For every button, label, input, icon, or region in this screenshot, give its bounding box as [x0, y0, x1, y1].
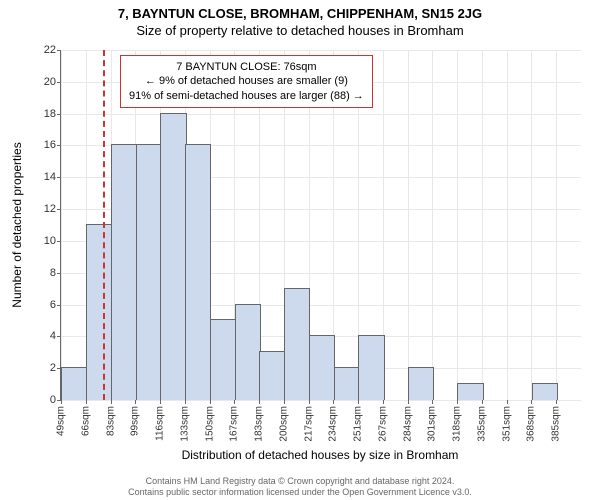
reference-line: [103, 50, 105, 400]
annotation-line-3: 91% of semi-detached houses are larger (…: [129, 89, 364, 103]
histogram-bar: [210, 319, 236, 400]
xtick-label: 133sqm: [179, 406, 190, 442]
gridline-v: [507, 50, 508, 400]
xtick-label: 99sqm: [130, 406, 141, 436]
xtick-mark: [160, 400, 161, 404]
xtick-label: 150sqm: [204, 406, 215, 442]
ytick-label: 20: [40, 76, 56, 88]
footer-text: Contains HM Land Registry data © Crown c…: [0, 476, 600, 498]
gridline-v: [556, 50, 557, 400]
y-axis-label: Number of detached properties: [10, 50, 24, 400]
histogram-bar: [457, 383, 483, 400]
xtick-mark: [358, 400, 359, 404]
ytick-label: 12: [40, 203, 56, 215]
chart-title: 7, BAYNTUN CLOSE, BROMHAM, CHIPPENHAM, S…: [0, 0, 600, 21]
xtick-label: 351sqm: [501, 406, 512, 442]
annotation-box: 7 BAYNTUN CLOSE: 76sqm← 9% of detached h…: [120, 55, 373, 108]
xtick-label: 116sqm: [155, 406, 166, 441]
xtick-mark: [507, 400, 508, 404]
histogram-bar: [111, 144, 137, 400]
xtick-mark: [210, 400, 211, 404]
xtick-label: 335sqm: [476, 406, 487, 442]
gridline-v: [432, 50, 433, 400]
xtick-label: 301sqm: [427, 406, 438, 442]
histogram-bar: [86, 224, 112, 400]
gridline-v: [408, 50, 409, 400]
ytick-label: 8: [40, 267, 56, 279]
histogram-bar: [235, 304, 261, 400]
annotation-line-1: 7 BAYNTUN CLOSE: 76sqm: [129, 60, 364, 74]
histogram-bar: [532, 383, 558, 400]
xtick-label: 200sqm: [278, 406, 289, 442]
xtick-label: 83sqm: [105, 406, 116, 436]
ytick-label: 2: [40, 362, 56, 374]
footer-line-1: Contains HM Land Registry data © Crown c…: [0, 476, 600, 487]
gridline-v: [531, 50, 532, 400]
histogram-bar: [358, 335, 384, 400]
xtick-label: 267sqm: [377, 406, 388, 442]
xtick-mark: [531, 400, 532, 404]
xtick-label: 167sqm: [229, 406, 240, 442]
histogram-bar: [259, 351, 285, 400]
xtick-label: 284sqm: [402, 406, 413, 442]
gridline-v: [457, 50, 458, 400]
chart-subtitle: Size of property relative to detached ho…: [0, 21, 600, 38]
gridline-h: [61, 50, 581, 51]
xtick-label: 217sqm: [303, 406, 314, 442]
ytick-label: 0: [40, 394, 56, 406]
xtick-label: 368sqm: [526, 406, 537, 442]
xtick-mark: [284, 400, 285, 404]
xtick-mark: [383, 400, 384, 404]
histogram-bar: [309, 335, 335, 400]
xtick-mark: [135, 400, 136, 404]
histogram-bar: [284, 288, 310, 400]
xtick-mark: [61, 400, 62, 404]
xtick-mark: [556, 400, 557, 404]
xtick-mark: [309, 400, 310, 404]
annotation-line-2: ← 9% of detached houses are smaller (9): [129, 74, 364, 88]
histogram-bar: [334, 367, 360, 400]
xtick-mark: [482, 400, 483, 404]
xtick-mark: [333, 400, 334, 404]
ytick-label: 16: [40, 139, 56, 151]
xtick-label: 318sqm: [452, 406, 463, 442]
gridline-h: [61, 114, 581, 115]
histogram-bar: [136, 144, 162, 400]
ytick-label: 6: [40, 299, 56, 311]
xtick-label: 183sqm: [254, 406, 265, 442]
gridline-v: [61, 50, 62, 400]
histogram-bar: [408, 367, 434, 400]
xtick-mark: [111, 400, 112, 404]
gridline-v: [482, 50, 483, 400]
xtick-mark: [185, 400, 186, 404]
histogram-bar: [61, 367, 87, 400]
xtick-mark: [432, 400, 433, 404]
xtick-label: 385sqm: [551, 406, 562, 442]
ytick-label: 10: [40, 235, 56, 247]
histogram-bar: [185, 144, 211, 400]
ytick-label: 18: [40, 108, 56, 120]
xtick-label: 66sqm: [80, 406, 91, 436]
xtick-label: 49sqm: [56, 406, 67, 436]
gridline-h: [61, 400, 581, 401]
xtick-label: 251sqm: [353, 406, 364, 442]
ytick-label: 14: [40, 171, 56, 183]
x-axis-label: Distribution of detached houses by size …: [60, 448, 580, 462]
ytick-label: 22: [40, 44, 56, 56]
footer-line-2: Contains public sector information licen…: [0, 487, 600, 498]
xtick-mark: [259, 400, 260, 404]
xtick-mark: [234, 400, 235, 404]
histogram-bar: [160, 113, 186, 400]
ytick-label: 4: [40, 330, 56, 342]
xtick-mark: [457, 400, 458, 404]
xtick-mark: [408, 400, 409, 404]
xtick-label: 234sqm: [328, 406, 339, 442]
chart-container: 7, BAYNTUN CLOSE, BROMHAM, CHIPPENHAM, S…: [0, 0, 600, 500]
xtick-mark: [86, 400, 87, 404]
